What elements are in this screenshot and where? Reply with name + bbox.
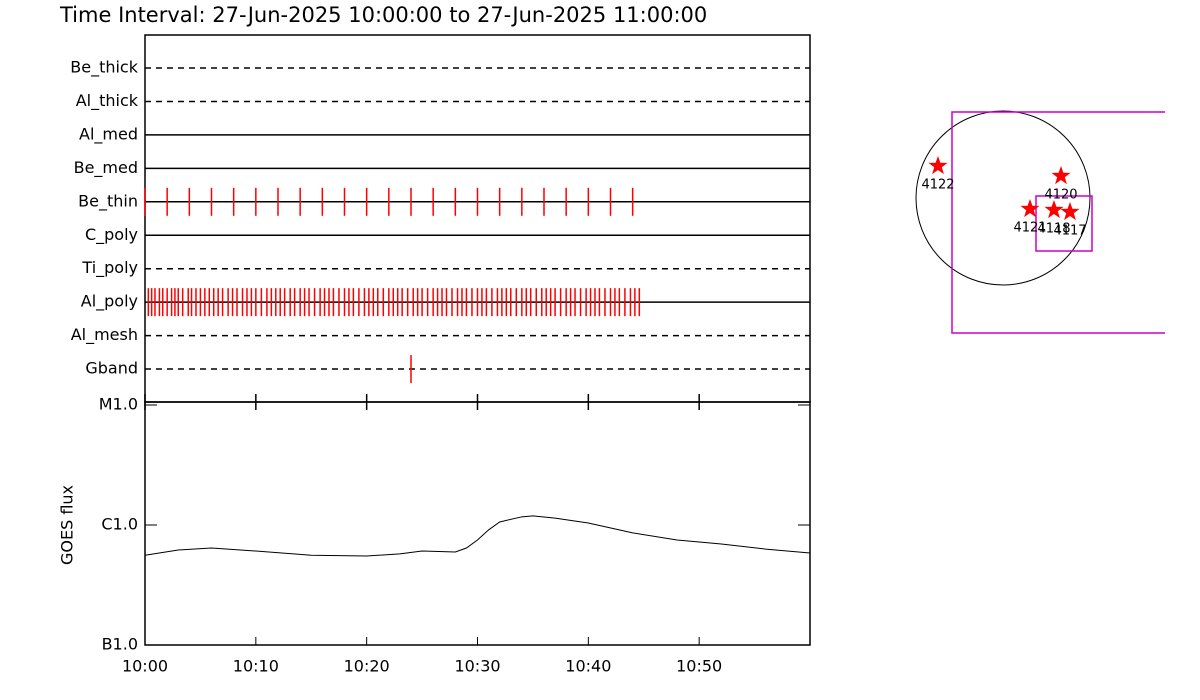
region-marker [1051, 166, 1071, 185]
region-marker [1060, 202, 1080, 221]
filter-label: Be_thick [70, 58, 138, 78]
x-tick-label: 10:40 [565, 657, 611, 676]
filter-label: Al_thick [76, 91, 139, 111]
goes-curve [144, 515, 811, 557]
solar-disk [915, 110, 1091, 286]
filter-label: Gband [85, 359, 138, 378]
x-tick-label: 10:00 [122, 657, 168, 676]
region-marker [1020, 199, 1040, 218]
filter-label: Al_poly [81, 292, 138, 312]
region-marker [1044, 200, 1064, 219]
x-tick-label: 10:50 [676, 657, 722, 676]
y-tick-label: M1.0 [99, 395, 138, 414]
y-tick-label: B1.0 [102, 635, 138, 654]
filter-label: Al_med [79, 124, 138, 144]
x-tick-label: 10:10 [233, 657, 279, 676]
x-tick-label: 10:30 [454, 657, 500, 676]
y-tick-label: C1.0 [101, 515, 138, 534]
region-label: 4122 [921, 178, 954, 193]
title: Time Interval: 27-Jun-2025 10:00:00 to 2… [59, 3, 707, 27]
region-marker [928, 156, 948, 175]
fov-box [1035, 195, 1093, 252]
filter-label: C_poly [85, 225, 138, 245]
filter-label: Al_mesh [71, 325, 138, 345]
y-axis-label: GOES flux [58, 485, 77, 565]
timeline-frame [144, 34, 811, 403]
region-label: 4120 [1044, 188, 1077, 203]
fov-box [951, 111, 1165, 334]
filter-label: Be_thin [78, 191, 138, 211]
region-label: 4121 [1013, 221, 1046, 236]
filter-label: Be_med [74, 158, 138, 178]
filter-label: Ti_poly [81, 258, 138, 278]
goes-frame [144, 401, 811, 646]
x-tick-label: 10:20 [344, 657, 390, 676]
region-label: 4117 [1053, 224, 1086, 239]
region-label: 4118 [1037, 222, 1070, 237]
